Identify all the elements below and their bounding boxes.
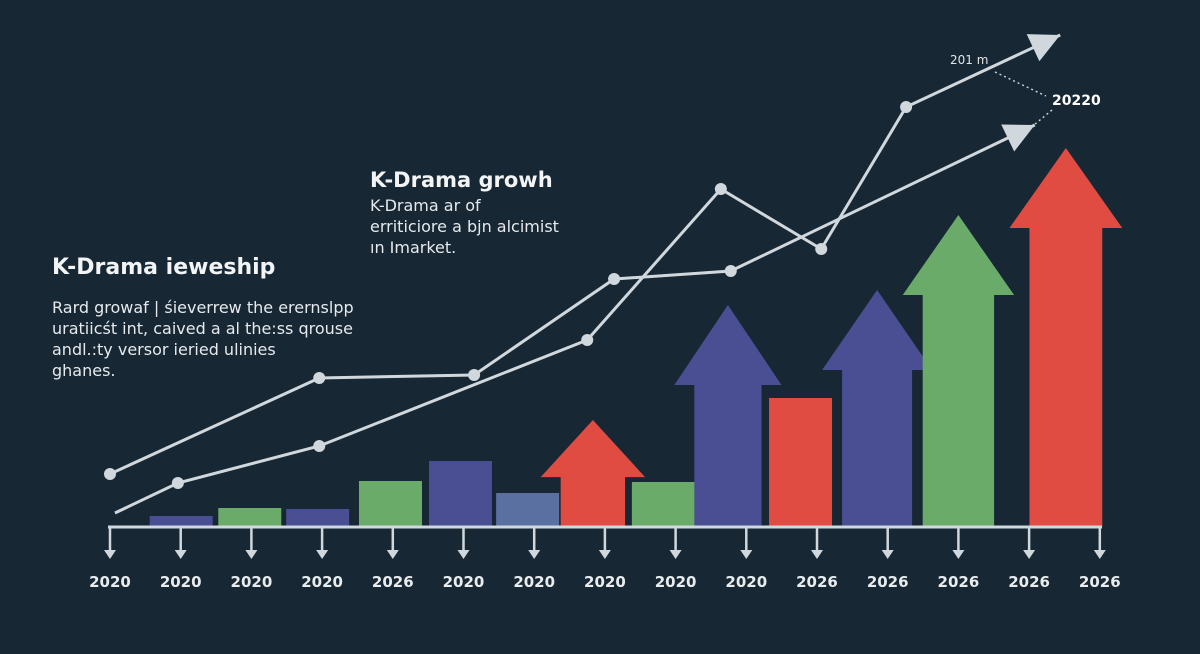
data-point: [104, 468, 116, 480]
growth-text-line: erriticiore a bjn alcimist: [370, 217, 559, 236]
x-tick-label: 2020: [584, 573, 626, 591]
data-point: [313, 372, 326, 384]
x-tick-label: 2026: [372, 573, 414, 591]
growth-block: K-Drama growh K-Drama ar of erriticiore …: [370, 168, 559, 258]
x-tick-label: 2026: [796, 573, 838, 591]
bar: [769, 398, 833, 527]
tick-arrow-head: [386, 550, 399, 559]
bar: [149, 516, 213, 527]
bar: [218, 508, 282, 527]
viewership-block: K-Drama ieweship Rard growaf | śieverrew…: [52, 255, 354, 381]
data-point: [724, 265, 737, 277]
tick-arrow-head: [740, 550, 753, 559]
viewership-text-line: Rard growaf | śieverrew the erernslpp: [52, 298, 354, 317]
data-point: [900, 101, 913, 113]
tick-arrow-head: [952, 550, 965, 559]
data-point: [171, 477, 184, 489]
annotation-leader: [994, 71, 1047, 97]
tick-arrow-head: [457, 550, 470, 559]
data-point: [581, 334, 594, 346]
line-arrowhead: [1026, 34, 1061, 62]
arrow-bar: [822, 290, 933, 527]
tick-arrow-head: [1023, 550, 1036, 559]
x-tick-label: 2020: [231, 573, 273, 591]
annotation-label-b: 20220: [1052, 93, 1101, 109]
x-tick-label: 2020: [301, 573, 343, 591]
bar: [496, 493, 560, 527]
tick-arrow-head: [669, 550, 682, 559]
tick-arrow-head: [598, 550, 611, 559]
tick-arrow-head: [104, 550, 116, 559]
x-tick-label: 2020: [655, 573, 697, 591]
tick-arrow-head: [1093, 550, 1106, 559]
growth-title: K-Drama growh: [370, 168, 553, 192]
data-point: [815, 243, 828, 255]
x-tick-label: 2020: [443, 573, 485, 591]
x-tick-label: 2020: [725, 573, 767, 591]
x-tick-label: 2020: [513, 573, 555, 591]
data-point: [714, 183, 727, 195]
annotation-label-a: 201 m: [950, 53, 988, 67]
bar: [358, 481, 422, 527]
bar: [631, 482, 695, 527]
x-tick-label: 2020: [89, 573, 131, 591]
data-point: [313, 440, 326, 452]
x-tick-label: 2026: [1079, 573, 1121, 591]
growth-text-line: ın Imarket.: [370, 238, 457, 257]
x-tick-label: 2026: [938, 573, 980, 591]
viewership-title: K-Drama ieweship: [52, 255, 276, 280]
bar: [428, 461, 492, 527]
x-tick-label: 2026: [1008, 573, 1050, 591]
tick-arrow-head: [316, 550, 329, 559]
series-line: [114, 33, 1061, 515]
x-tick-label: 2020: [160, 573, 202, 591]
tick-arrow-head: [528, 550, 541, 559]
line-arrowhead: [1001, 124, 1035, 152]
arrow-bar: [1009, 148, 1123, 527]
viewership-text-line: ghanes.: [52, 361, 116, 380]
data-point: [608, 273, 621, 285]
annotation-leader: [1027, 109, 1053, 131]
viewership-text-line: andl.:ty versor ieried ulinies: [52, 340, 276, 359]
arrow-bar: [674, 305, 782, 527]
x-tick-label: 2026: [867, 573, 909, 591]
data-point: [468, 369, 481, 381]
arrow-bar: [902, 215, 1015, 527]
series-line: [109, 123, 1036, 476]
growth-text-line: K-Drama ar of: [370, 196, 481, 215]
tick-arrow-head: [174, 550, 187, 559]
arrow-bar: [540, 420, 646, 527]
tick-arrow-head: [881, 550, 894, 559]
tick-arrow-head: [811, 550, 823, 559]
bar: [286, 509, 350, 527]
tick-arrow-head: [245, 550, 258, 559]
viewership-text-line: uratiicśt int, caived a al the:ss qrouse: [52, 319, 353, 338]
